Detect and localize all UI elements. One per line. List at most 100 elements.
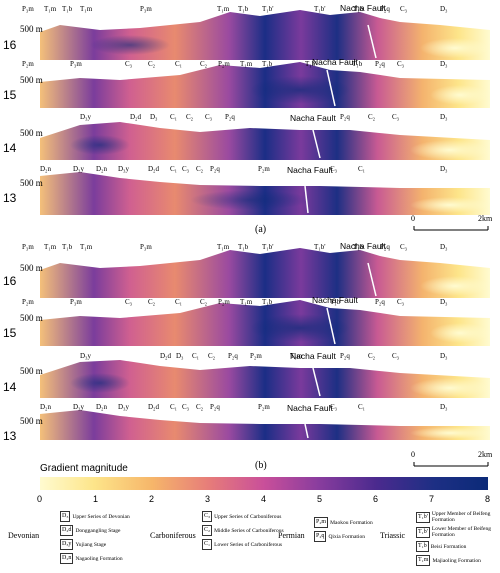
formation-label: D₂d (130, 113, 141, 121)
formation-label: T₁b' (262, 5, 274, 13)
elevation-label: 500 m (20, 128, 43, 138)
section-b-row-15 (40, 300, 490, 346)
formation-label: C₃ (182, 403, 190, 411)
elevation-label: 500 m (20, 366, 43, 376)
legend-triassic-items: T₁b' Upper Member of Beifeng Formation T₁b… (416, 511, 498, 569)
formation-label: P₃m (22, 243, 34, 251)
formation-label: T₁m (80, 243, 93, 251)
legend-code: D₂n (60, 553, 74, 564)
formation-label: D₃y (80, 352, 91, 360)
formation-label: D₃ (440, 298, 448, 306)
formation-label: D₃ (440, 403, 448, 411)
formation-label: D₂n (96, 403, 107, 411)
legend-code: T₁b' (416, 511, 430, 523)
legend-code: P₂m (314, 517, 329, 528)
legend-group-devonian: Devonian (8, 531, 40, 540)
legend-group-permian: Permian (278, 531, 305, 540)
formation-label: C₃ (397, 60, 405, 68)
legend-item: P₂q Qixia Formation (314, 531, 404, 542)
fault-label: Nacha Fault (287, 403, 333, 413)
section-b-row-14 (40, 360, 490, 398)
formation-label: T₁b (238, 5, 249, 13)
fault-label: Nacha Fault (290, 351, 336, 361)
formation-label: T₁m (217, 5, 230, 13)
fault-label: Nacha Fault (290, 113, 336, 123)
legend-description: Lower Series of Carboniferous (214, 541, 283, 548)
formation-label: P₂m (22, 298, 34, 306)
scale-zero: 0 (411, 450, 415, 459)
formation-label: P₂q (340, 113, 350, 121)
formation-label: D₃ (150, 113, 158, 121)
legend-description: Upper Series of Carboniferous (214, 513, 282, 520)
formation-label: P₃m (140, 5, 152, 13)
formation-label: C₂ (200, 298, 208, 306)
legend-code: D₃ (60, 511, 71, 522)
legend-item: D₃ Upper Series of Devonian (60, 511, 150, 522)
formation-label: D₃ (440, 60, 448, 68)
formation-label: D₂d (148, 165, 159, 173)
formation-label: T₁b (238, 243, 249, 251)
formation-label: T₁b (353, 243, 364, 251)
fault-label: Nacha Fault (287, 165, 333, 175)
formation-label: T₁m (44, 243, 57, 251)
section-b-row-16 (40, 248, 490, 298)
fault-label: Nacha Fault (312, 57, 358, 67)
formation-label: T₁m (217, 243, 230, 251)
formation-label: C₁ (170, 403, 178, 411)
formation-label: C₁ (358, 165, 366, 173)
formation-label: C₃ (400, 243, 408, 251)
section-number-16b: 16 (3, 274, 17, 288)
formation-label: T₁b (352, 60, 363, 68)
scale-bars (413, 226, 489, 467)
formation-label: D₂n (96, 165, 107, 173)
formation-label: C₂ (148, 60, 156, 68)
legend-code: C₃ (202, 511, 213, 522)
legend-item: C₂ Middle Series of Carboniferous (202, 525, 307, 536)
elevation-label: 500 m (20, 313, 43, 323)
formation-label: D₃ (440, 113, 448, 121)
formation-label: P₂q (380, 5, 390, 13)
legend-group-carboniferous: Carboniferous (150, 531, 196, 540)
legend-description: Beisi Formation (430, 543, 467, 550)
formation-label: D₃ (440, 165, 448, 173)
legend-description: Upper Series of Devonian (72, 513, 130, 520)
panel-label-b: (b) (255, 460, 267, 471)
formation-label: P₂q (225, 113, 235, 121)
formation-label: P₂m (250, 352, 262, 360)
formation-label: C₃ (392, 352, 400, 360)
formation-label: T₁b' (314, 5, 326, 13)
formation-label: T₁b' (305, 60, 317, 68)
formation-label: C₁ (358, 403, 366, 411)
section-b-row-13 (40, 410, 490, 440)
legend-description: Donggangling Stage (75, 527, 121, 534)
formation-label: C₁ (170, 113, 178, 121)
formation-label: C₃ (330, 403, 338, 411)
formation-label: P₂m (258, 403, 270, 411)
formation-label: P₂m (218, 298, 230, 306)
legend-code: T₁m (416, 555, 431, 566)
section-number-14b: 14 (3, 380, 17, 394)
formation-label: D₃ (440, 5, 448, 13)
formation-label: D₃y (73, 165, 84, 173)
formation-label: P₃m (140, 243, 152, 251)
scale-2km: 2km (478, 450, 493, 459)
legend-description: Maokou Formation (330, 519, 373, 526)
colorbar-tick-label: 1 (93, 494, 99, 504)
formation-label: D₃ (440, 243, 448, 251)
formation-label: P₃m (70, 298, 82, 306)
formation-label: C₂ (196, 165, 204, 173)
formation-label: C₃ (392, 113, 400, 121)
formation-label: T₁m (44, 5, 57, 13)
formation-label: P₂q (210, 165, 220, 173)
legend-description: Middle Series of Carboniferous (214, 527, 284, 534)
formation-label: T₁b (62, 5, 73, 13)
formation-label: T₁b' (262, 243, 274, 251)
legend-item: T₁m Majiaoling Formation (416, 555, 498, 566)
formation-label: C₃ (125, 298, 133, 306)
formation-label: C₂ (148, 298, 156, 306)
formation-label: C₁ (175, 60, 183, 68)
formation-label: P₂q (380, 243, 390, 251)
formation-label: C₂ (186, 113, 194, 121)
formation-label: D₂d (148, 403, 159, 411)
